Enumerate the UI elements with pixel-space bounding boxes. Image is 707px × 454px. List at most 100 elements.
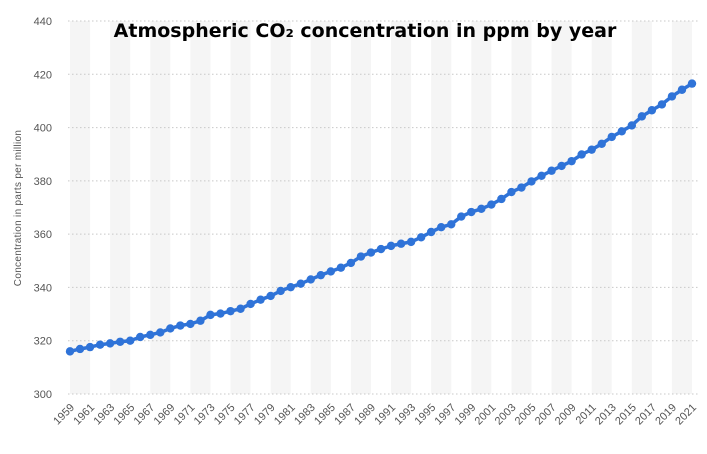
x-tick-label-1959: 1959: [51, 402, 77, 428]
x-tick-label-1979: 1979: [252, 402, 278, 428]
column-band-11: [511, 21, 532, 394]
column-bands: [70, 21, 692, 394]
data-point-1972: [196, 316, 205, 325]
x-tick-label-2007: 2007: [533, 402, 559, 428]
column-band-3: [190, 21, 211, 394]
data-point-1979: [266, 291, 275, 301]
data-point-1989: [366, 248, 376, 257]
x-tick-label-1981: 1981: [272, 402, 298, 428]
data-point-1988: [356, 252, 366, 261]
data-point-1977: [246, 299, 255, 309]
data-point-1987: [346, 258, 356, 268]
data-point-1959: [65, 347, 75, 356]
data-point-1992: [396, 239, 406, 248]
x-tick-label-1989: 1989: [352, 402, 378, 428]
x-tick-label-2009: 2009: [553, 402, 579, 428]
y-tick-label-380: 380: [34, 176, 52, 188]
data-point-1968: [156, 328, 165, 337]
column-band-8: [391, 21, 412, 394]
x-tick-label-1961: 1961: [71, 402, 97, 428]
x-tick-label-2019: 2019: [653, 402, 679, 428]
column-band-12: [551, 21, 572, 394]
x-axis-ticks: 1959196119631965196719691971197319751977…: [51, 402, 699, 428]
data-point-2003: [507, 187, 516, 197]
x-tick-label-1993: 1993: [392, 402, 418, 428]
data-point-2016: [637, 112, 647, 121]
data-point-2007: [547, 166, 556, 175]
data-point-2014: [617, 127, 626, 136]
y-tick-label-360: 360: [34, 229, 52, 241]
data-point-2010: [577, 150, 586, 159]
column-band-2: [150, 21, 171, 394]
x-tick-label-2011: 2011: [574, 402, 599, 427]
data-point-2019: [667, 92, 677, 101]
data-point-1978: [256, 295, 265, 304]
y-tick-label-420: 420: [34, 69, 52, 81]
data-point-2009: [567, 156, 576, 166]
y-tick-label-400: 400: [34, 123, 52, 135]
data-point-1984: [316, 270, 326, 280]
data-point-2001: [487, 200, 496, 209]
data-point-2006: [537, 171, 546, 180]
x-tick-label-1991: 1991: [372, 402, 398, 428]
y-tick-label-300: 300: [34, 389, 52, 401]
data-point-2017: [647, 106, 657, 115]
column-band-15: [671, 21, 692, 394]
column-band-9: [431, 21, 452, 394]
data-point-1973: [206, 310, 215, 320]
y-axis-label: Concentration in parts per million: [13, 130, 24, 286]
column-band-14: [631, 21, 652, 394]
data-point-1990: [376, 244, 386, 254]
x-tick-label-1973: 1973: [192, 402, 218, 428]
x-tick-label-1975: 1975: [212, 402, 238, 428]
data-point-1997: [447, 220, 456, 229]
data-point-1996: [436, 223, 446, 232]
data-point-2011: [587, 145, 596, 154]
data-point-1960: [75, 344, 85, 354]
data-point-1967: [146, 330, 155, 340]
x-tick-label-2021: 2021: [673, 402, 699, 428]
data-point-2000: [477, 204, 486, 214]
x-tick-label-2017: 2017: [633, 402, 659, 428]
data-point-1980: [276, 286, 285, 296]
data-point-1985: [326, 267, 336, 276]
column-band-6: [310, 21, 331, 394]
data-point-2008: [557, 161, 566, 171]
data-point-2004: [517, 183, 526, 192]
data-point-1981: [286, 282, 295, 292]
x-tick-label-1971: 1971: [172, 402, 198, 428]
x-tick-label-1977: 1977: [232, 402, 258, 428]
x-tick-label-1995: 1995: [412, 402, 438, 428]
data-point-1975: [226, 306, 235, 316]
data-point-1995: [426, 227, 436, 237]
data-point-2013: [607, 132, 616, 142]
x-tick-label-2005: 2005: [513, 402, 539, 428]
x-tick-label-1987: 1987: [332, 402, 358, 428]
data-point-1986: [336, 263, 346, 272]
data-point-1964: [115, 337, 125, 346]
data-point-1974: [216, 309, 225, 318]
y-tick-label-320: 320: [34, 336, 52, 348]
data-point-1999: [467, 207, 476, 217]
data-point-1966: [136, 332, 145, 342]
x-tick-label-1965: 1965: [112, 402, 138, 428]
column-band-1: [110, 21, 131, 394]
series-points: [65, 79, 697, 356]
data-point-2021: [687, 79, 697, 88]
data-point-1963: [105, 339, 115, 348]
data-point-1991: [386, 241, 396, 251]
x-tick-label-1963: 1963: [91, 402, 117, 428]
data-point-2018: [657, 100, 667, 109]
x-tick-label-2003: 2003: [493, 402, 519, 428]
data-point-1969: [166, 324, 175, 333]
data-point-1971: [186, 319, 195, 329]
data-point-1970: [176, 321, 185, 330]
column-band-0: [70, 21, 91, 394]
data-point-1965: [125, 336, 135, 345]
x-tick-label-1997: 1997: [433, 402, 459, 428]
column-band-13: [591, 21, 612, 394]
column-band-5: [270, 21, 291, 394]
x-tick-label-1967: 1967: [132, 402, 158, 428]
y-tick-label-340: 340: [34, 282, 52, 294]
